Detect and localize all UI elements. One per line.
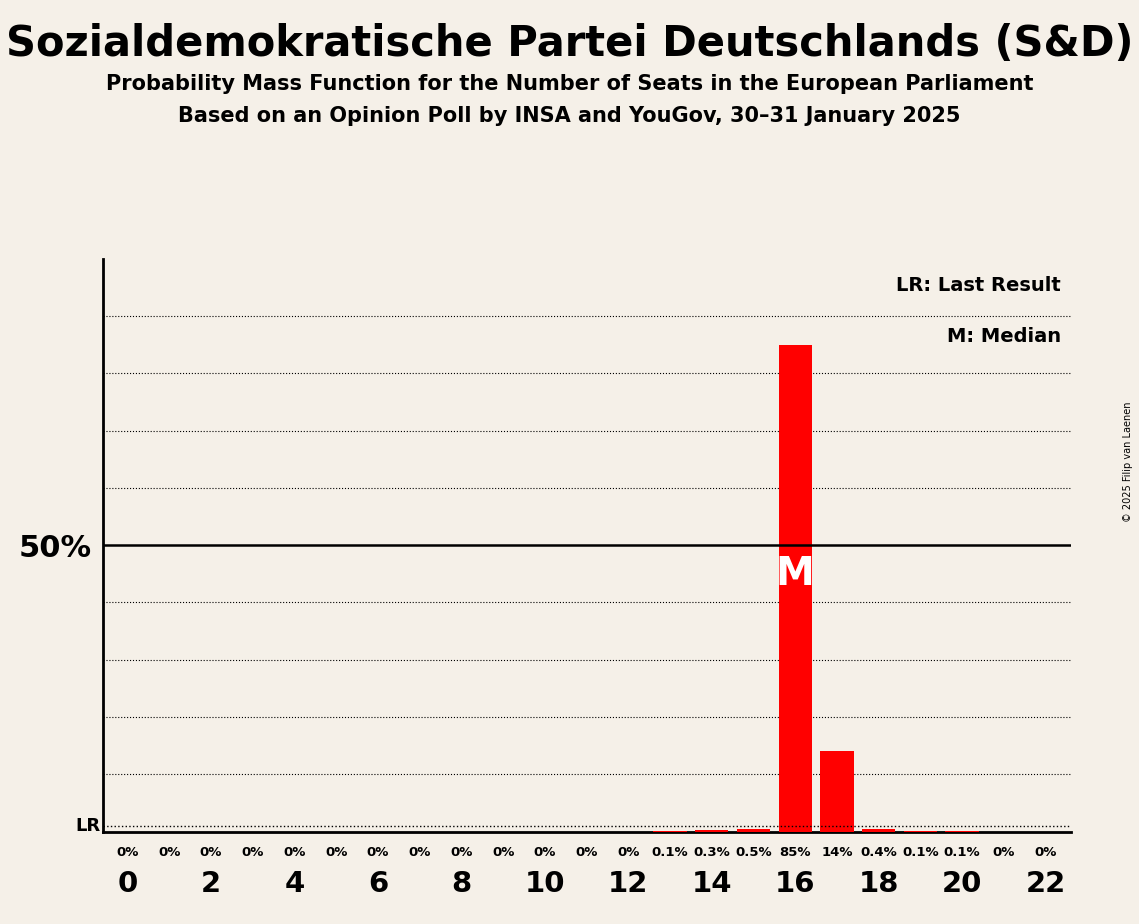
Text: 0.1%: 0.1% xyxy=(944,846,981,859)
Text: 0.3%: 0.3% xyxy=(694,846,730,859)
Text: M: Median: M: Median xyxy=(947,327,1060,346)
Text: LR: LR xyxy=(75,817,100,835)
Text: 0%: 0% xyxy=(534,846,556,859)
Bar xyxy=(779,345,812,832)
Text: 0%: 0% xyxy=(1034,846,1057,859)
Text: LR: Last Result: LR: Last Result xyxy=(896,276,1060,295)
Text: 0%: 0% xyxy=(325,846,347,859)
Text: 0%: 0% xyxy=(617,846,639,859)
Text: 0.4%: 0.4% xyxy=(860,846,898,859)
Bar xyxy=(862,830,895,832)
Text: 0.1%: 0.1% xyxy=(902,846,939,859)
Text: M: M xyxy=(776,554,814,593)
Text: © 2025 Filip van Laenen: © 2025 Filip van Laenen xyxy=(1123,402,1133,522)
Text: 0%: 0% xyxy=(492,846,515,859)
Text: 0%: 0% xyxy=(158,846,180,859)
Text: 85%: 85% xyxy=(779,846,811,859)
Text: 0%: 0% xyxy=(993,846,1015,859)
Text: Probability Mass Function for the Number of Seats in the European Parliament: Probability Mass Function for the Number… xyxy=(106,74,1033,94)
Text: 14%: 14% xyxy=(821,846,853,859)
Text: Based on an Opinion Poll by INSA and YouGov, 30–31 January 2025: Based on an Opinion Poll by INSA and You… xyxy=(178,106,961,127)
Text: 0%: 0% xyxy=(367,846,390,859)
Bar xyxy=(820,751,853,832)
Text: 0.5%: 0.5% xyxy=(735,846,772,859)
Text: 0%: 0% xyxy=(116,846,139,859)
Text: 0%: 0% xyxy=(409,846,431,859)
Text: 0%: 0% xyxy=(241,846,264,859)
Bar xyxy=(695,830,729,832)
Text: 0%: 0% xyxy=(450,846,473,859)
Bar xyxy=(737,829,770,832)
Text: Sozialdemokratische Partei Deutschlands (S&D): Sozialdemokratische Partei Deutschlands … xyxy=(6,23,1133,65)
Text: 0%: 0% xyxy=(199,846,222,859)
Text: 0%: 0% xyxy=(284,846,305,859)
Text: 0%: 0% xyxy=(575,846,598,859)
Text: 0.1%: 0.1% xyxy=(652,846,688,859)
